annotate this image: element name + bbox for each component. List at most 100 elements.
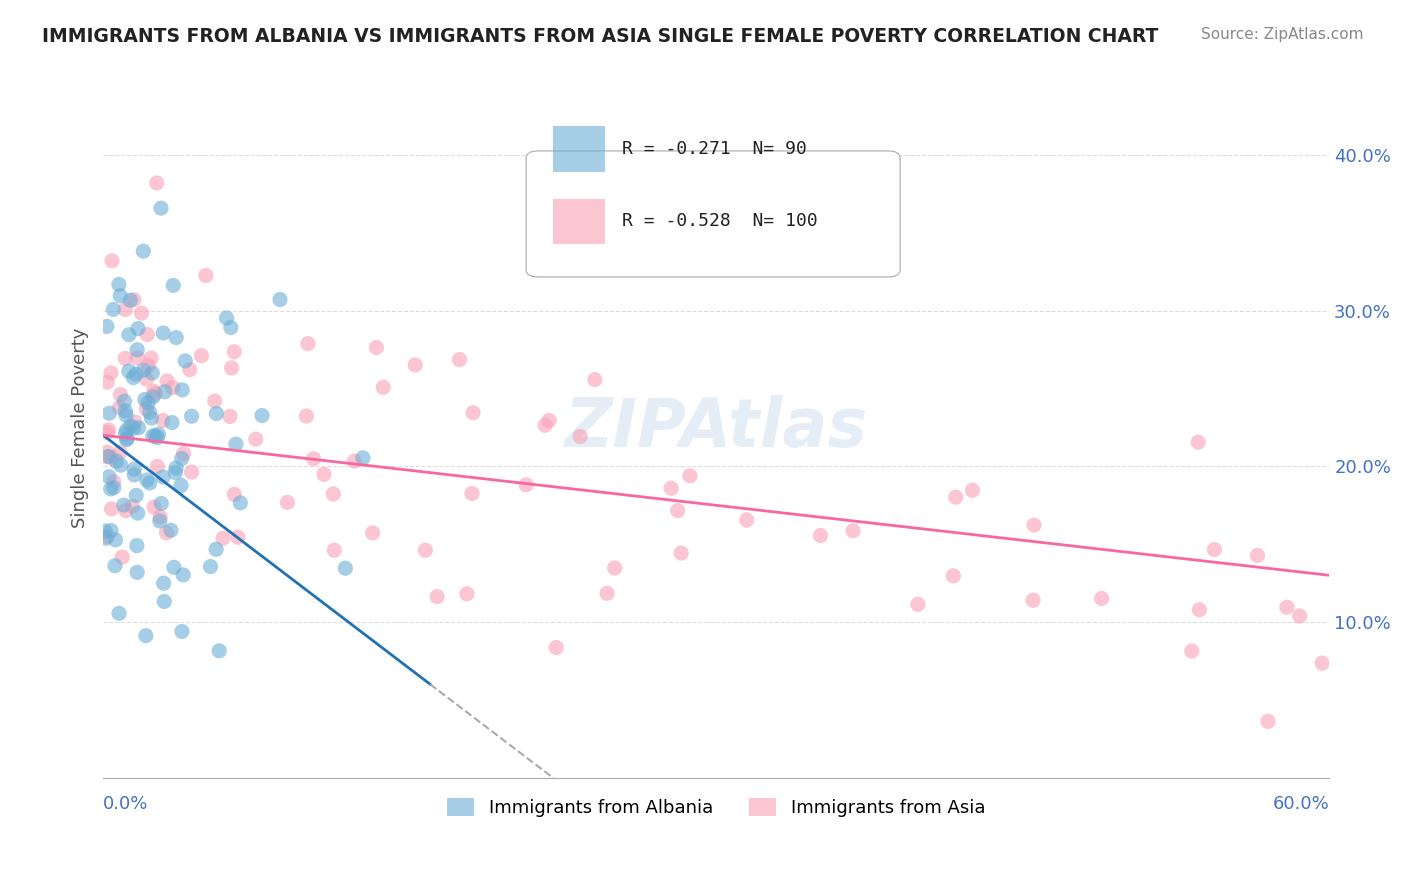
Point xyxy=(172,568,194,582)
Point xyxy=(132,244,155,259)
Point xyxy=(810,528,832,542)
Point xyxy=(122,370,145,384)
Point xyxy=(103,475,125,489)
Point xyxy=(1310,656,1333,670)
Point xyxy=(165,330,187,344)
Point xyxy=(94,524,117,538)
Point xyxy=(205,542,228,557)
Legend: Immigrants from Albania, Immigrants from Asia: Immigrants from Albania, Immigrants from… xyxy=(440,790,993,824)
Point xyxy=(96,319,118,334)
Point xyxy=(1090,591,1112,606)
Point xyxy=(962,483,984,498)
Point xyxy=(596,586,619,600)
Point xyxy=(205,407,228,421)
Point xyxy=(1246,549,1268,563)
Point xyxy=(100,450,122,465)
Text: R = -0.528  N= 100: R = -0.528 N= 100 xyxy=(621,212,817,230)
Point xyxy=(335,561,357,575)
Point xyxy=(127,506,149,520)
Text: 0.0%: 0.0% xyxy=(103,795,149,814)
Point xyxy=(1204,542,1226,557)
Text: Source: ZipAtlas.com: Source: ZipAtlas.com xyxy=(1201,27,1364,42)
Point xyxy=(156,374,179,388)
Point xyxy=(170,451,193,466)
Point xyxy=(124,415,146,429)
Point xyxy=(179,362,201,376)
Point xyxy=(125,488,148,502)
Point xyxy=(104,558,127,573)
Point xyxy=(114,404,136,418)
Point xyxy=(114,426,136,441)
Point xyxy=(143,500,166,514)
Point xyxy=(160,523,183,537)
Point xyxy=(323,543,346,558)
Point xyxy=(659,481,682,495)
Point xyxy=(842,524,865,538)
Point xyxy=(115,432,138,446)
Point xyxy=(152,326,174,340)
Point xyxy=(122,293,145,307)
Point xyxy=(373,380,395,394)
Point xyxy=(141,366,163,380)
Point xyxy=(245,432,267,446)
Point xyxy=(94,531,117,545)
Point xyxy=(150,201,173,215)
Point xyxy=(135,629,157,643)
Point xyxy=(115,409,138,423)
Point xyxy=(122,421,145,435)
Point xyxy=(173,446,195,460)
Point xyxy=(138,405,160,419)
Point xyxy=(190,349,212,363)
Point xyxy=(225,437,247,451)
Point xyxy=(226,530,249,544)
Point xyxy=(194,268,217,283)
Point xyxy=(136,396,159,410)
Point xyxy=(1022,593,1045,607)
Point xyxy=(907,597,929,611)
Point xyxy=(165,466,187,480)
Point xyxy=(118,364,141,378)
Point xyxy=(114,394,136,409)
Point xyxy=(461,406,484,420)
Point xyxy=(174,354,197,368)
Point xyxy=(153,384,176,399)
Point xyxy=(118,327,141,342)
Point xyxy=(121,500,143,514)
Point xyxy=(96,445,118,459)
FancyBboxPatch shape xyxy=(526,151,900,277)
Point xyxy=(679,468,702,483)
Point xyxy=(108,445,131,459)
Point xyxy=(945,490,967,504)
Point xyxy=(97,450,120,464)
Point xyxy=(142,429,165,443)
Point xyxy=(1188,603,1211,617)
Point xyxy=(160,416,183,430)
Point xyxy=(461,486,484,500)
Point xyxy=(111,549,134,564)
Point xyxy=(110,288,132,302)
Point xyxy=(276,495,298,509)
Point xyxy=(114,504,136,518)
Point xyxy=(219,320,242,334)
Point xyxy=(224,487,246,501)
Point xyxy=(135,473,157,487)
Point xyxy=(146,431,169,445)
Point xyxy=(163,560,186,574)
Point xyxy=(361,525,384,540)
Point xyxy=(456,587,478,601)
Point xyxy=(115,433,138,447)
Point xyxy=(149,514,172,528)
Point xyxy=(105,454,128,468)
Point xyxy=(143,429,166,443)
Point xyxy=(312,467,335,482)
Point xyxy=(110,387,132,401)
Text: R = -0.271  N= 90: R = -0.271 N= 90 xyxy=(621,140,807,158)
Point xyxy=(1187,435,1209,450)
Point xyxy=(415,543,437,558)
Point xyxy=(108,277,131,292)
Point xyxy=(583,373,606,387)
Point xyxy=(180,465,202,479)
Point xyxy=(148,427,170,442)
Point xyxy=(204,394,226,409)
Text: ZIPAtlas: ZIPAtlas xyxy=(565,394,868,460)
